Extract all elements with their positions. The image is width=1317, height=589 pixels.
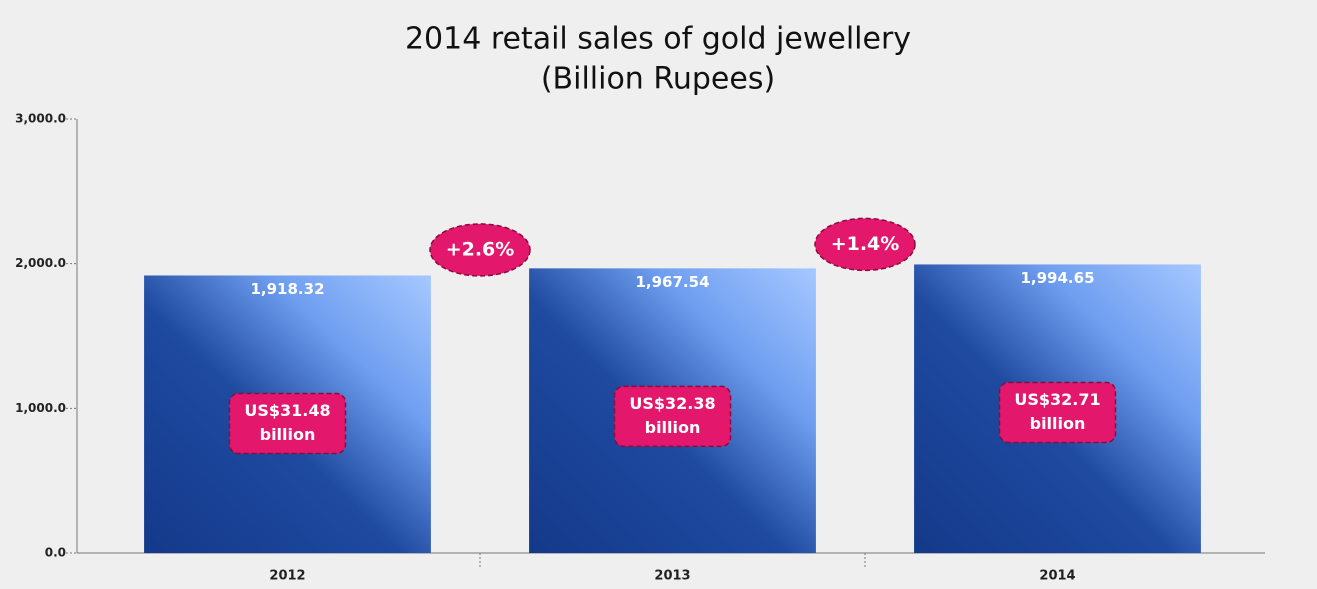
value-label: 1,967.54 (635, 273, 709, 291)
growth-badge (814, 217, 916, 272)
x-tick-label: 2014 (1039, 569, 1075, 584)
usd-unit: billion (645, 418, 701, 437)
usd-unit: billion (260, 425, 316, 444)
growth-label: +2.6% (446, 238, 515, 260)
x-tick-label: 2012 (269, 569, 305, 584)
usd-badge (613, 385, 732, 448)
growth-badge (429, 223, 531, 277)
value-label: 1,994.65 (1020, 269, 1094, 287)
usd-unit: billion (1030, 414, 1086, 433)
growth-label: +1.4% (831, 233, 900, 255)
x-tick-label: 2013 (654, 569, 690, 584)
y-tick-label: 2,000.0 (15, 256, 66, 270)
value-label: 1,918.32 (250, 280, 324, 298)
usd-amount: US$32.38 (629, 394, 715, 413)
usd-badge (228, 392, 347, 455)
usd-badge (998, 381, 1117, 444)
y-tick-label: 0.0 (45, 546, 66, 560)
usd-amount: US$32.71 (1014, 390, 1100, 409)
chart-title: 2014 retail sales of gold jewellery (405, 22, 911, 57)
chart-subtitle: (Billion Rupees) (541, 62, 775, 97)
usd-amount: US$31.48 (244, 401, 330, 420)
y-tick-label: 1,000.0 (15, 401, 66, 415)
y-tick-label: 3,000.0 (15, 112, 66, 126)
